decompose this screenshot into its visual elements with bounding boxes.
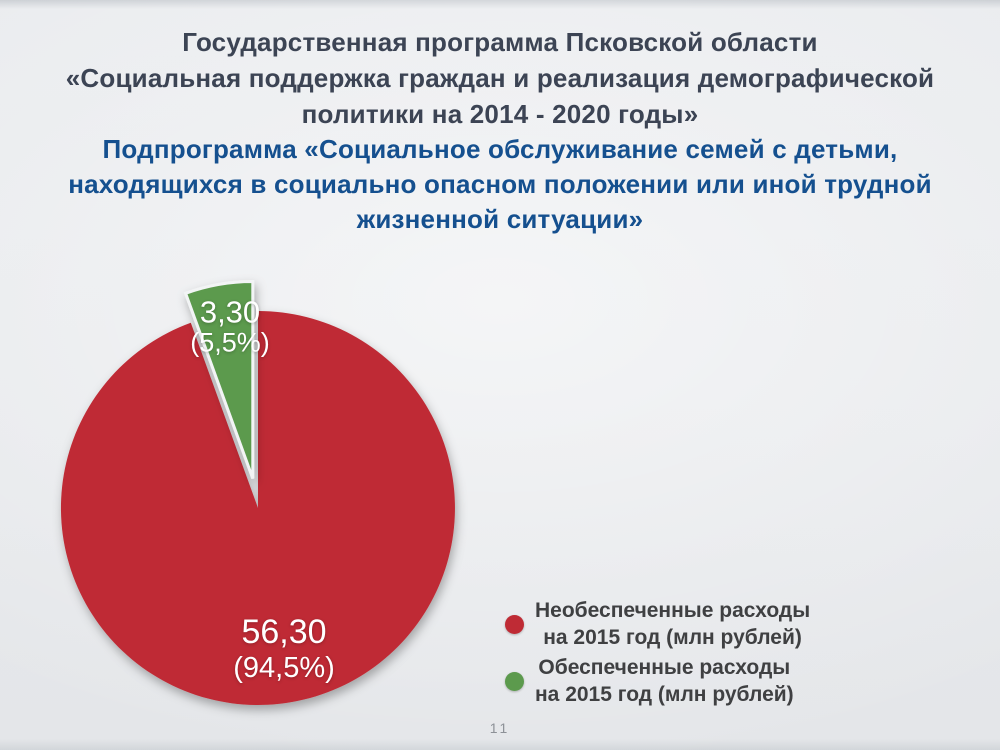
- chart-legend: Необеспеченные расходы на 2015 год (млн …: [505, 597, 985, 711]
- legend-item-secured: Обеспеченные расходы на 2015 год (млн ру…: [505, 654, 985, 708]
- slice-label-green: 3,30 (5,5%): [190, 297, 270, 358]
- legend-item-unsecured: Необеспеченные расходы на 2015 год (млн …: [505, 597, 985, 651]
- pie-chart: 3,30 (5,5%) 56,30 (94,5%): [28, 265, 498, 730]
- slice-value-red: 56,30: [241, 613, 327, 651]
- title-line-2: «Социальная поддержка граждан и реализац…: [65, 63, 935, 93]
- slice-value-green: 3,30: [199, 294, 261, 330]
- title-line-1: Государственная программа Псковской обла…: [182, 27, 818, 57]
- title-block: Государственная программа Псковской обла…: [0, 24, 1000, 237]
- subtitle-line-1: Подпрограмма «Социальное обслуживание се…: [102, 134, 898, 164]
- legend-label-secured: Обеспеченные расходы на 2015 год (млн ру…: [535, 656, 794, 706]
- legend-label-unsecured: Необеспеченные расходы на 2015 год (млн …: [535, 599, 811, 649]
- slide-number: 11: [489, 720, 511, 736]
- title-line-3: политики на 2014 - 2020 годы»: [301, 99, 699, 129]
- slice-label-red: 56,30 (94,5%): [233, 614, 335, 686]
- pie-svg: [60, 279, 455, 705]
- pie-slice-0: [60, 311, 455, 705]
- subtitle-line-2: находящихся в социально опасном положени…: [68, 169, 932, 199]
- slice-percent-red: (94,5%): [233, 652, 335, 684]
- subtitle-line-3: жизненной ситуации»: [356, 204, 644, 234]
- pie-slice-1: [183, 279, 255, 480]
- slice-percent-green: (5,5%): [190, 327, 270, 358]
- legend-marker-red-icon: [505, 614, 524, 634]
- legend-marker-green-icon: [505, 671, 524, 691]
